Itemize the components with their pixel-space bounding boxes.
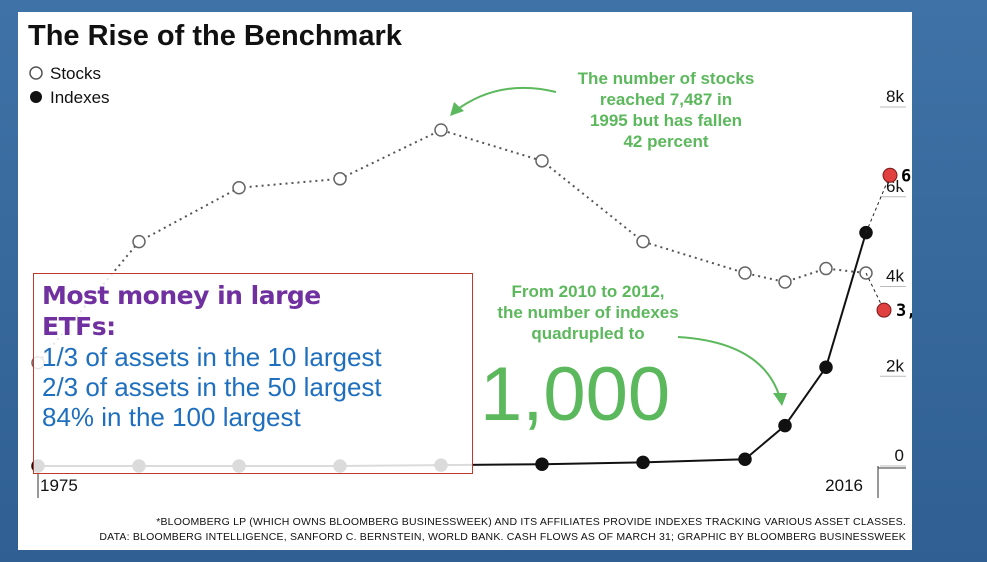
indexes-note-line-3: quadrupled to — [531, 324, 644, 343]
legend-stocks-label: Stocks — [50, 64, 101, 83]
slide: The Rise of the Benchmark Stocks Indexes… — [18, 12, 912, 550]
x-end-label: 2016 — [825, 476, 863, 495]
point-stocks — [636, 234, 650, 249]
callout-leader — [865, 175, 891, 233]
stocks-annotation: The number of stocks reached 7,487 in 19… — [450, 69, 754, 151]
point-stocks — [132, 234, 146, 249]
y-tick-label: 2k — [886, 356, 904, 375]
point-stocks — [333, 172, 347, 186]
chart: The Rise of the Benchmark Stocks Indexes… — [28, 20, 912, 543]
point-stocks — [535, 154, 549, 168]
stocks-note-line-3: 1995 but has fallen — [590, 111, 742, 130]
note-line-1: 1/3 of assets in the 10 largest — [42, 342, 382, 372]
footnote-line-2: DATA: BLOOMBERG INTELLIGENCE, SANFORD C.… — [99, 531, 906, 543]
point-indexes — [778, 418, 792, 433]
note-heading-line-2: ETFs: — [42, 312, 116, 341]
stocks-note-line-4: 42 percent — [623, 132, 708, 151]
stocks-note-arrow — [453, 86, 557, 113]
point-stocks — [778, 275, 792, 289]
footnote-line-1: *BLOOMBERG LP (WHICH OWNS BLOOMBERG BUSI… — [156, 516, 906, 528]
indexes-note-arrow — [677, 336, 781, 399]
note-heading-line-1: Most money in large — [42, 281, 321, 310]
note-heading: Most money in large ETFs: — [42, 280, 464, 342]
stocks-note-line-2: reached 7,487 in — [600, 90, 732, 109]
x-start-label: 1975 — [40, 476, 78, 495]
note-line-3: 84% in the 100 largest — [42, 402, 301, 432]
point-stocks — [232, 181, 246, 195]
indexes-note-line-2: the number of indexes — [497, 303, 678, 322]
legend-indexes-icon — [30, 91, 42, 103]
callouts: 6,478 3,473 — [865, 163, 912, 323]
point-indexes — [819, 360, 833, 375]
point-stocks — [819, 261, 833, 276]
callout-label: 6,478 — [901, 166, 912, 186]
chart-title: The Rise of the Benchmark — [28, 20, 403, 52]
point-indexes — [636, 455, 650, 470]
point-indexes — [738, 452, 752, 467]
legend-stocks-icon — [29, 66, 43, 80]
y-tick-label: 0 — [895, 446, 904, 465]
callout-label-bg — [899, 163, 912, 188]
note-line-2: 2/3 of assets in the 50 largest — [42, 372, 382, 402]
stocks-note-line-1: The number of stocks — [578, 69, 755, 88]
callout-leader — [865, 272, 885, 311]
point-stocks — [434, 123, 448, 137]
indexes-annotation: From 2010 to 2012, the number of indexes… — [480, 282, 787, 437]
callout-dot — [876, 302, 892, 318]
y-tick-label: 8k — [886, 87, 904, 106]
legend-indexes-label: Indexes — [50, 88, 110, 107]
point-indexes — [535, 457, 549, 471]
callout-dot — [882, 167, 898, 183]
callout-label-bg — [894, 298, 912, 323]
gridlines — [880, 106, 906, 467]
y-tick-label: 4k — [886, 267, 904, 286]
note-box: Most money in large ETFs: 1/3 of assets … — [33, 273, 473, 474]
stocks-note-arrowhead-icon — [450, 102, 464, 116]
indexes-note-arrowhead-icon — [773, 393, 787, 406]
indexes-big-number: 1,000 — [480, 352, 670, 437]
point-stocks — [738, 266, 752, 280]
indexes-note-line-1: From 2010 to 2012, — [511, 282, 664, 301]
callout-label: 3,473 — [896, 301, 912, 321]
